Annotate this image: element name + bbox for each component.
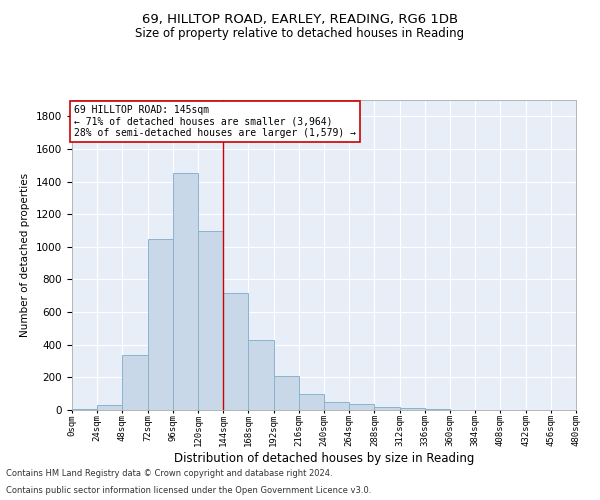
- Bar: [148, 238, 173, 410]
- X-axis label: Distribution of detached houses by size in Reading: Distribution of detached houses by size …: [174, 452, 474, 465]
- Y-axis label: Number of detached properties: Number of detached properties: [20, 173, 31, 337]
- Bar: [349, 404, 374, 410]
- Bar: [223, 292, 248, 410]
- Text: Contains public sector information licensed under the Open Government Licence v3: Contains public sector information licen…: [6, 486, 371, 495]
- Bar: [400, 408, 425, 410]
- Bar: [324, 402, 349, 410]
- Bar: [72, 409, 97, 410]
- Bar: [198, 230, 223, 410]
- Bar: [425, 409, 450, 410]
- Bar: [274, 376, 299, 410]
- Bar: [248, 340, 274, 410]
- Bar: [122, 354, 148, 410]
- Bar: [97, 405, 122, 410]
- Text: 69, HILLTOP ROAD, EARLEY, READING, RG6 1DB: 69, HILLTOP ROAD, EARLEY, READING, RG6 1…: [142, 12, 458, 26]
- Text: Size of property relative to detached houses in Reading: Size of property relative to detached ho…: [136, 28, 464, 40]
- Text: 69 HILLTOP ROAD: 145sqm
← 71% of detached houses are smaller (3,964)
28% of semi: 69 HILLTOP ROAD: 145sqm ← 71% of detache…: [74, 105, 356, 138]
- Bar: [299, 394, 324, 410]
- Bar: [173, 174, 198, 410]
- Bar: [374, 406, 400, 410]
- Text: Contains HM Land Registry data © Crown copyright and database right 2024.: Contains HM Land Registry data © Crown c…: [6, 468, 332, 477]
